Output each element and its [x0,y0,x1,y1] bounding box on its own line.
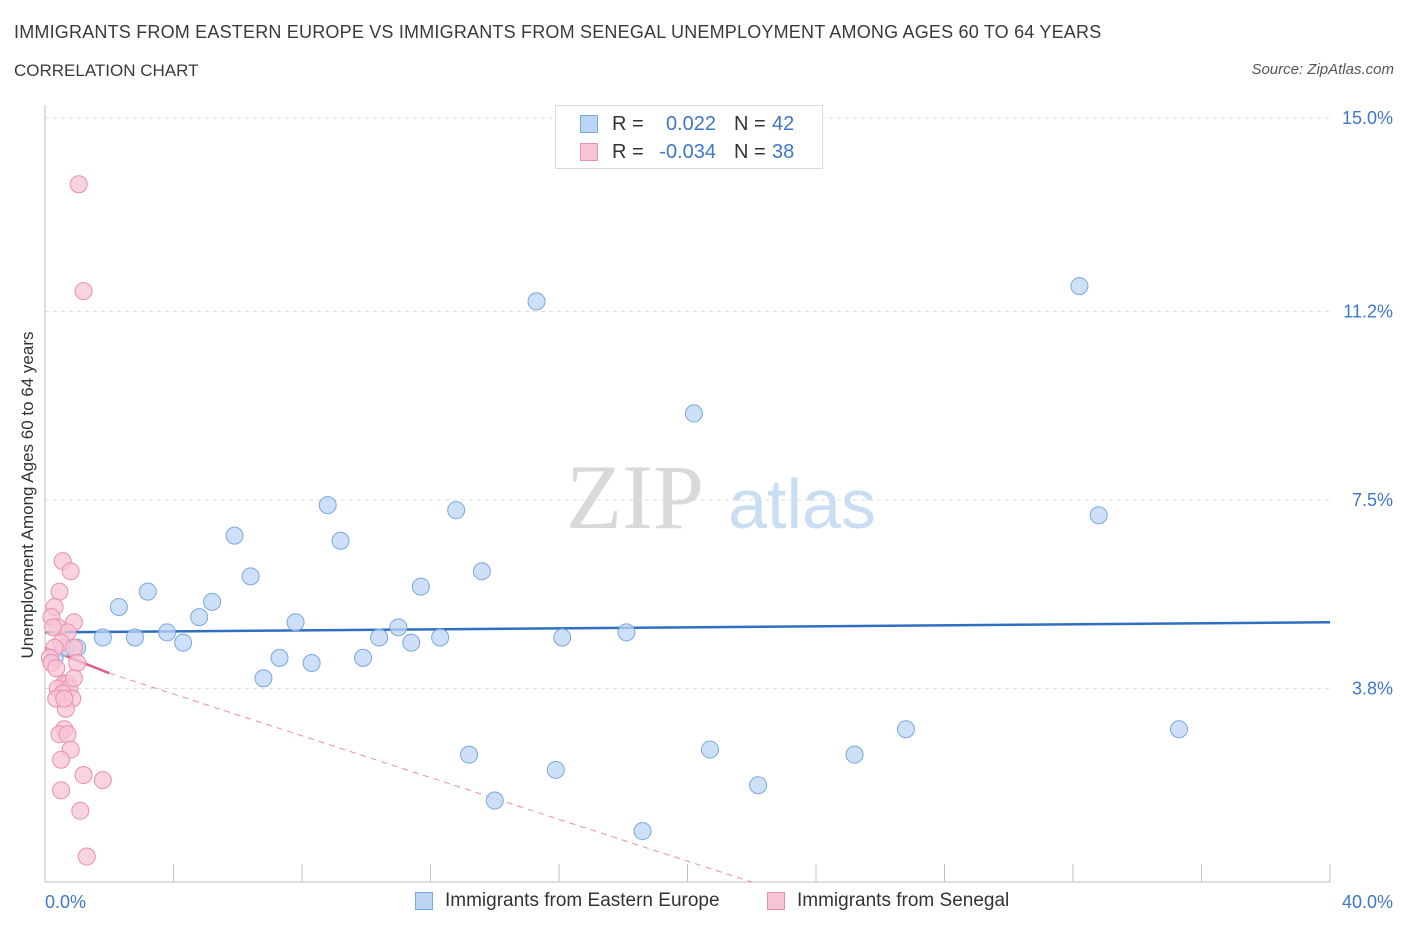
point-eastern-europe [749,776,768,795]
point-senegal [58,725,77,744]
watermark-atlas: atlas [728,465,876,543]
point-eastern-europe [633,822,652,841]
point-eastern-europe [158,623,177,642]
point-eastern-europe [254,669,273,688]
point-eastern-europe [109,597,128,616]
point-senegal [77,847,96,866]
point-eastern-europe [225,526,244,545]
point-senegal [61,562,80,581]
chart-title: IMMIGRANTS FROM EASTERN EUROPE VS IMMIGR… [14,22,1102,42]
point-eastern-europe [370,628,389,647]
y-tick-label: 15.0% [1342,108,1393,128]
y-axis-label: Unemployment Among Ages 60 to 64 years [18,332,37,659]
legend-r-label: R = [612,140,644,163]
point-senegal [64,669,83,688]
legend-row-senegal: R = -0.034 N = 38 [580,139,794,165]
point-eastern-europe [485,791,504,810]
point-eastern-europe [684,404,703,423]
point-senegal [74,766,93,785]
point-eastern-europe [617,623,636,642]
point-eastern-europe [447,501,466,520]
x-tick-label-max: 40.0% [1342,892,1393,912]
tick-labels: 3.8% 7.5% 11.2% 15.0% 0.0% 40.0% [45,108,1393,912]
x-tick-label-min: 0.0% [45,892,86,912]
point-eastern-europe [1070,277,1089,296]
point-eastern-europe [700,740,719,759]
point-senegal [69,175,88,194]
y-tick-label: 11.2% [1343,302,1393,322]
point-eastern-europe [402,633,421,652]
point-senegal [44,618,63,637]
bottom-legend-swatch-blue [415,892,433,910]
point-eastern-europe [431,628,450,647]
point-eastern-europe [270,648,289,667]
point-eastern-europe [318,496,337,515]
legend-r-value: 0.022 [665,112,716,135]
bottom-legend-label: Immigrants from Eastern Europe [445,890,720,911]
point-eastern-europe [138,582,157,601]
point-eastern-europe [241,567,260,586]
legend-n-label: N = [734,112,766,135]
y-tick-label: 3.8% [1352,678,1393,698]
point-eastern-europe [527,292,546,311]
point-eastern-europe [472,562,491,581]
legend-r-label: R = [612,112,644,135]
point-eastern-europe [93,628,112,647]
axes [44,105,1331,883]
point-eastern-europe [331,531,350,550]
bottom-legend-eastern-europe: Immigrants from Eastern Europe [415,890,720,912]
bottom-legend-senegal: Immigrants from Senegal [767,890,1009,912]
y-tick-label: 7.5% [1352,490,1393,510]
point-eastern-europe [125,628,144,647]
point-senegal [50,582,69,601]
trend-lines [44,620,1331,883]
point-senegal [52,750,71,769]
point-senegal [55,689,74,708]
point-eastern-europe [546,760,565,779]
point-eastern-europe [286,613,305,632]
legend-n-value: 42 [772,112,795,135]
point-eastern-europe [203,592,222,611]
point-senegal [74,282,93,301]
point-eastern-europe [896,720,915,739]
watermark-zip: ZIP [566,446,704,548]
point-eastern-europe [1170,720,1189,739]
point-senegal [71,801,90,820]
legend-r-value: -0.034 [659,140,716,163]
bottom-legend-swatch-pink [767,892,785,910]
point-senegal [64,638,83,657]
point-eastern-europe [174,633,193,652]
point-eastern-europe [389,618,408,637]
point-eastern-europe [411,577,430,596]
point-senegal [52,781,71,800]
source-label: Source: ZipAtlas.com [1251,61,1394,78]
bottom-legend-label: Immigrants from Senegal [797,890,1010,911]
gridlines [45,117,1330,689]
stats-legend: R = 0.022 N = 42 R = -0.034 N = 38 [555,105,823,169]
point-senegal [68,653,87,672]
legend-row-eastern-europe: R = 0.022 N = 42 [580,111,794,137]
data-points [40,175,1189,866]
point-eastern-europe [302,653,321,672]
chart-subtitle: CORRELATION CHART [14,61,199,80]
legend-n-value: 38 [772,140,795,163]
point-eastern-europe [845,745,864,764]
trend-line-eastern-europe [44,620,1331,634]
point-eastern-europe [460,745,479,764]
legend-swatch-blue [580,115,598,133]
point-senegal [93,771,112,790]
point-senegal [47,659,66,678]
point-eastern-europe [1089,506,1108,525]
point-eastern-europe [553,628,572,647]
trend-line-senegal-extension [109,672,752,883]
legend-n-label: N = [734,140,766,163]
point-eastern-europe [190,608,209,627]
point-eastern-europe [354,648,373,667]
legend-swatch-pink [580,143,598,161]
